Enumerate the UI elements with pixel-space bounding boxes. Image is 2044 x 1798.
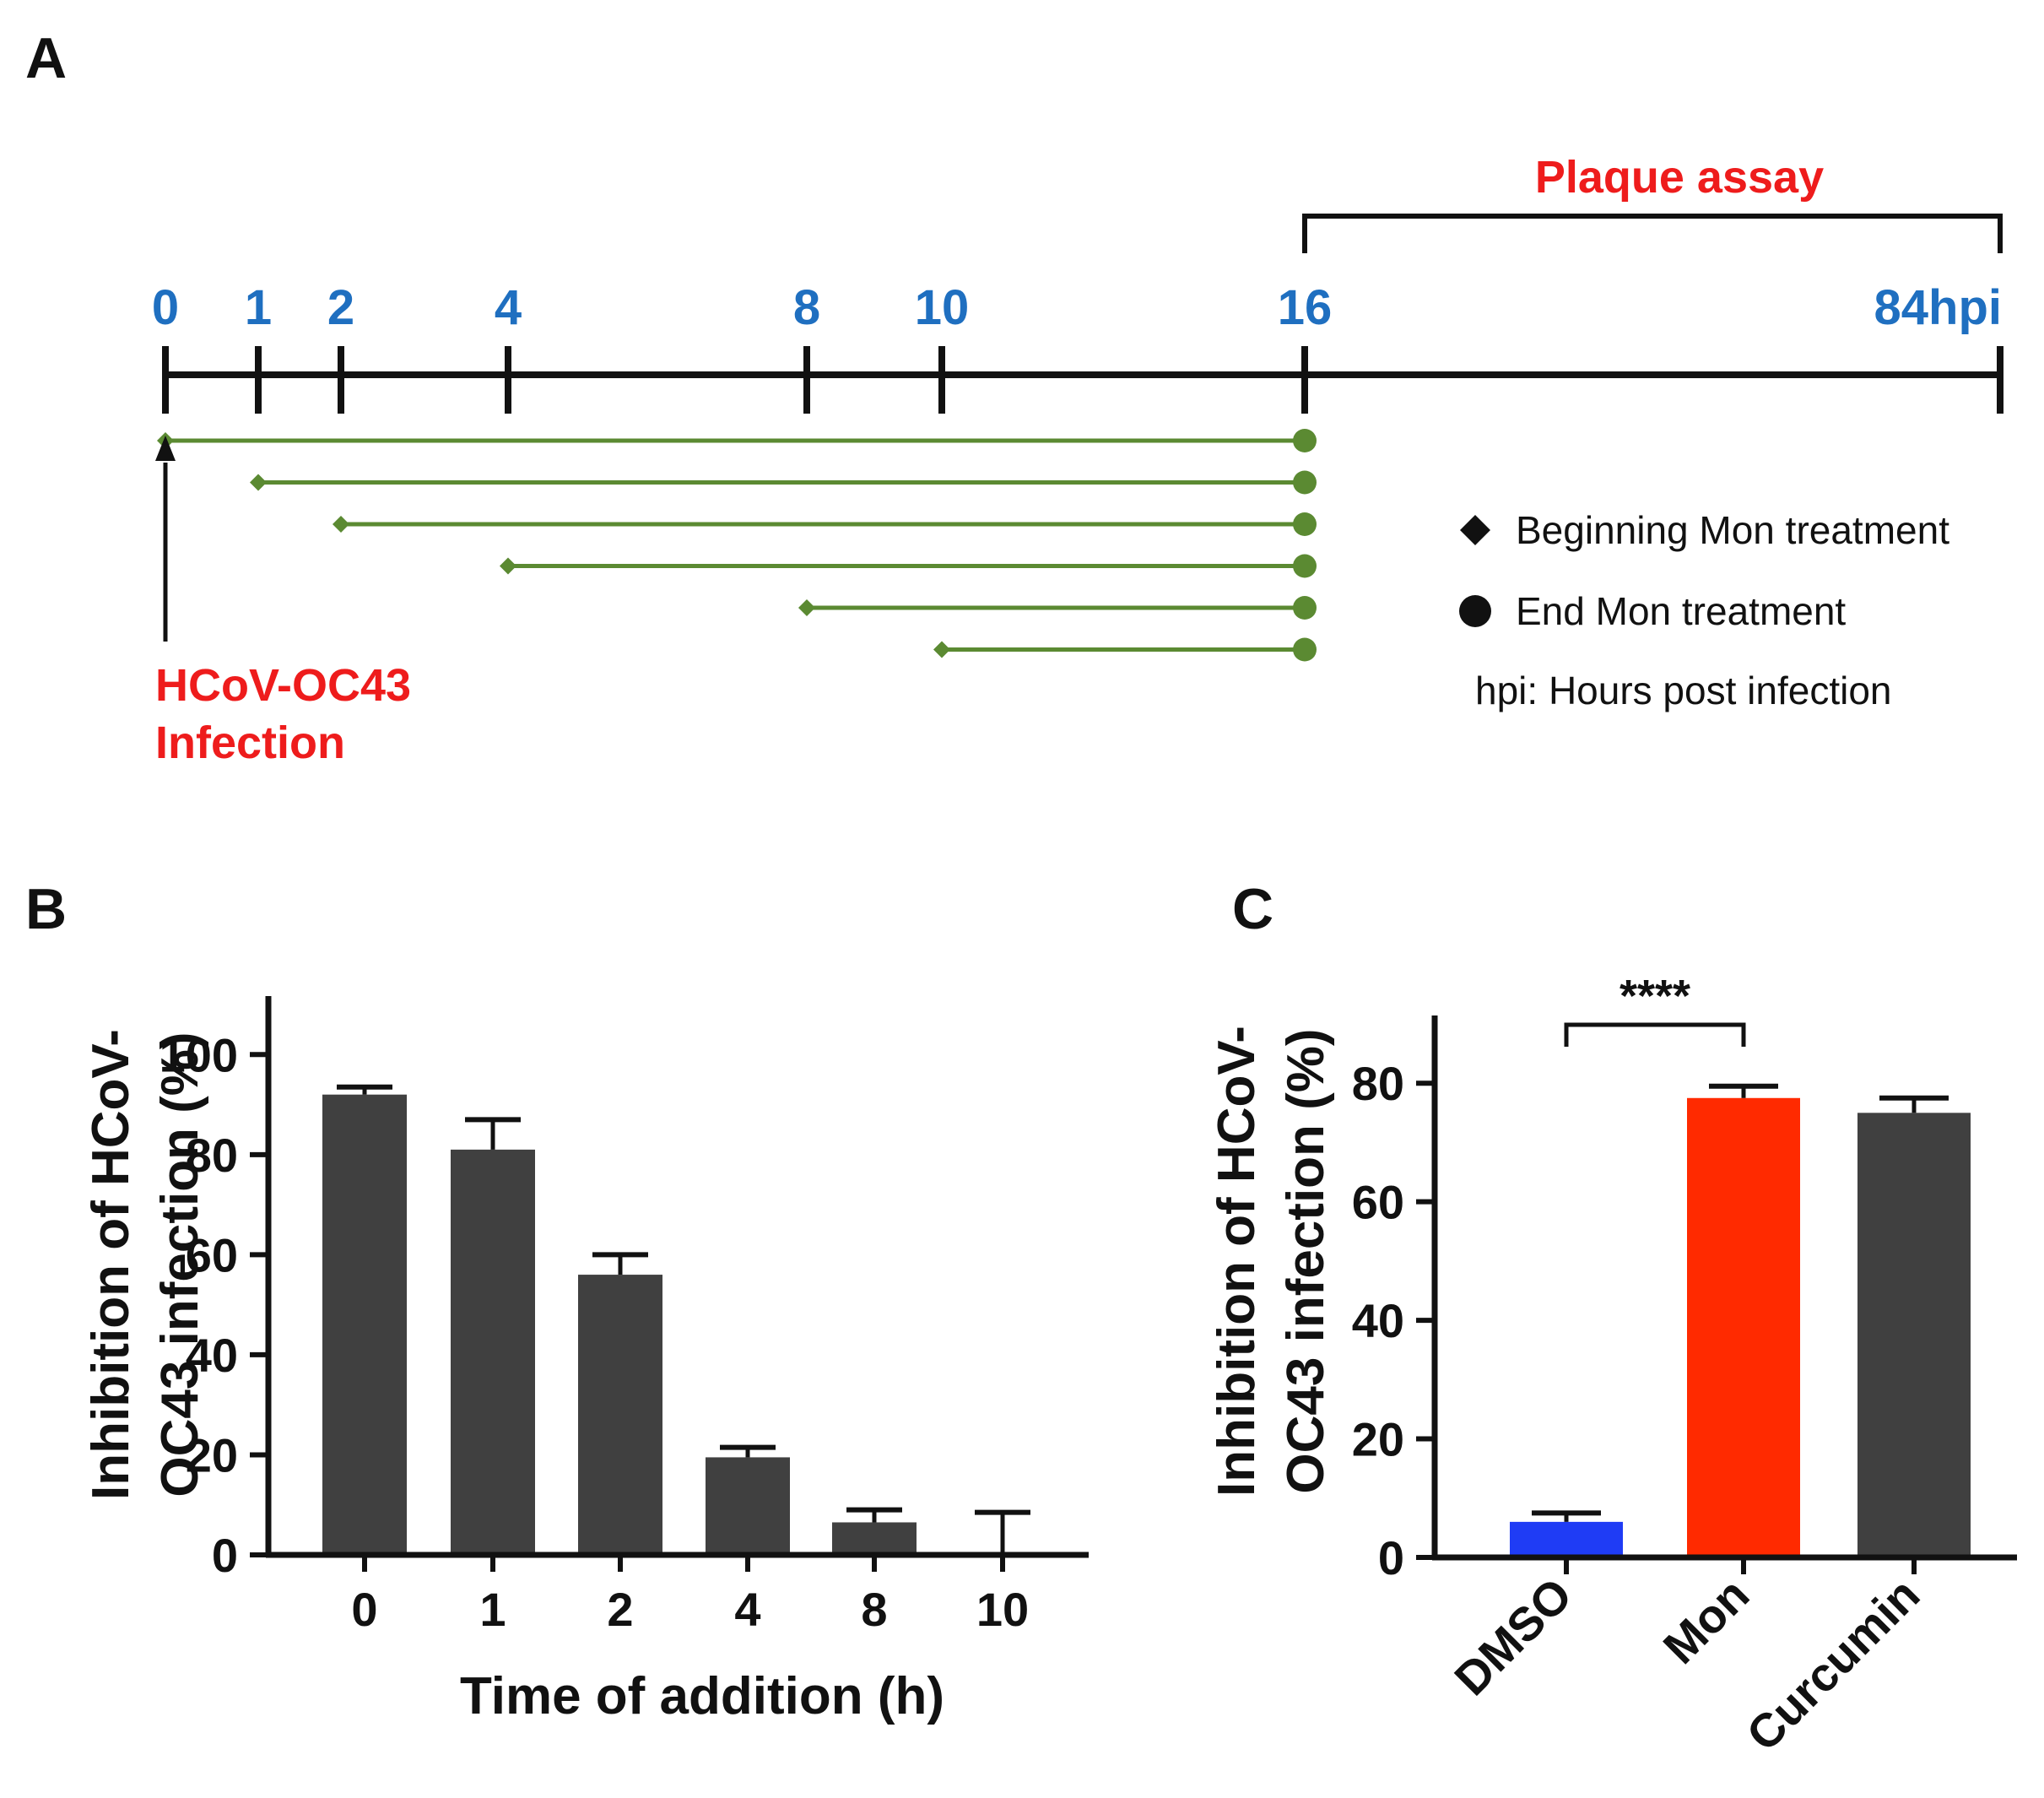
significance-bracket (1564, 1022, 1746, 1047)
panel-label-c: C (1232, 877, 1273, 941)
y-tick-label: 40 (1352, 1294, 1404, 1347)
treatment-end-marker (1293, 429, 1317, 452)
y-tick-label: 100 (160, 1028, 238, 1081)
timeline-tick-label: 0 (152, 280, 179, 335)
panel-label-b: B (25, 877, 67, 941)
panel-label-a: A (25, 26, 67, 90)
treatment-start-marker (798, 599, 815, 616)
timeline-ticks: 0 1 2 4 8 10 16 84hpi (152, 280, 2003, 414)
chart-b-xlabel: Time of addition (h) (460, 1667, 944, 1725)
diamond-icon (1460, 515, 1490, 545)
y-tick-label: 0 (212, 1529, 238, 1582)
timeline-tick-label: 8 (793, 280, 820, 335)
bar-1 (451, 1149, 535, 1555)
treatment-lines (157, 429, 1317, 662)
chart-c-bars (1510, 1083, 1971, 1557)
timeline-tick-label: 1 (245, 280, 272, 335)
infection-label-line1: HCoV-OC43 (155, 660, 411, 711)
treatment-end-marker (1293, 470, 1317, 495)
treatment-start-marker (250, 474, 267, 491)
y-tick-label: 40 (186, 1329, 238, 1382)
treatment-start-marker (500, 557, 516, 575)
x-tick-label: 8 (861, 1583, 887, 1636)
plaque-assay-bracket (1302, 214, 2003, 253)
plaque-assay-label: Plaque assay (1535, 152, 1824, 203)
timeline-tick-label: 2 (327, 280, 354, 335)
infection-arrow-head (155, 436, 176, 461)
legend-begin: Beginning Mon treatment (1516, 508, 1949, 552)
timeline-tick-label: 16 (1278, 280, 1333, 335)
timeline-tick-label: 10 (915, 280, 970, 335)
x-tick-label: Mon (1653, 1568, 1760, 1674)
treatment-end-marker (1293, 512, 1317, 536)
significance-label: **** (1620, 971, 1690, 1021)
treatment-end-marker (1293, 554, 1317, 578)
bar-dmso (1510, 1521, 1623, 1557)
x-tick-label: 0 (351, 1583, 377, 1636)
x-tick-label: 1 (479, 1583, 506, 1636)
y-tick-label: 20 (1352, 1413, 1404, 1466)
x-tick-label: DMSO (1444, 1568, 1582, 1705)
timeline-tick-label: 84hpi (1874, 280, 2003, 335)
x-tick-label: 4 (734, 1583, 760, 1636)
x-tick-label: Curcumin (1736, 1568, 1929, 1761)
legend-hpi: hpi: Hours post infection (1475, 669, 1892, 712)
y-tick-label: 80 (1352, 1057, 1404, 1110)
legend-end: End Mon treatment (1516, 589, 1846, 633)
x-tick-label: 2 (607, 1583, 633, 1636)
timeline-panel: 0 1 2 4 8 10 16 84hpi Plaque assay HCoV-OC43 In… (152, 152, 2003, 768)
bar-2 (578, 1275, 662, 1555)
chart-b-bars (322, 1084, 1045, 1556)
treatment-end-marker (1293, 637, 1317, 662)
chart-b-ylabel-line2: OC43 infection (%) (151, 1032, 209, 1497)
bar-4 (706, 1457, 790, 1555)
bar-0 (322, 1094, 407, 1555)
chart-c-ylabel-line1: Inhibition of HCoV- (1208, 1026, 1266, 1497)
chart-b-axes: 0 20 40 60 80 100 0 1 2 4 8 10 (160, 996, 1089, 1636)
y-tick-label: 60 (1352, 1176, 1404, 1229)
treatment-start-marker (333, 516, 349, 533)
y-tick-label: 20 (186, 1428, 238, 1481)
bar-curcumin (1857, 1113, 1971, 1557)
bar-mon (1687, 1097, 1800, 1557)
y-tick-label: 80 (186, 1129, 238, 1182)
treatment-start-marker (933, 641, 950, 658)
y-tick-label: 60 (186, 1228, 238, 1281)
infection-label-line2: Infection (155, 718, 345, 768)
timeline-tick-label: 4 (495, 280, 522, 335)
dot-icon (1459, 595, 1491, 627)
chart-c-ylabel-line2: OC43 infection (%) (1277, 1028, 1335, 1493)
bar-8 (832, 1522, 917, 1555)
treatment-end-marker (1293, 596, 1317, 620)
chart-b-ylabel-line1: Inhibition of HCoV- (82, 1029, 140, 1500)
x-tick-label: 10 (976, 1583, 1029, 1636)
y-tick-label: 0 (1378, 1531, 1404, 1584)
